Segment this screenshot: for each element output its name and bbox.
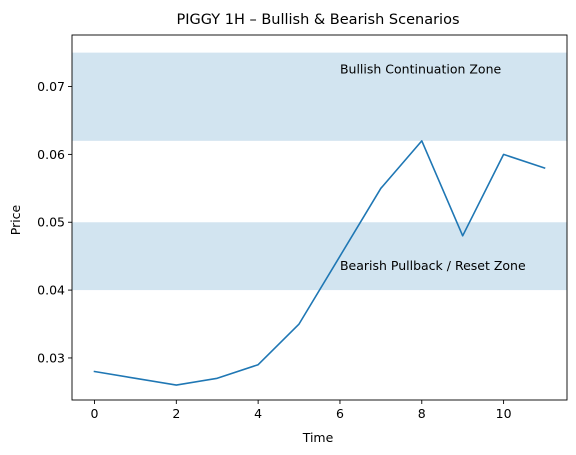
x-tick-label: 6	[336, 406, 344, 421]
y-tick-label: 0.04	[37, 283, 65, 298]
x-tick-label: 4	[254, 406, 262, 421]
x-tick-label: 0	[91, 406, 99, 421]
zone-label-0: Bullish Continuation Zone	[340, 62, 502, 77]
series-layer	[93, 140, 546, 386]
axes-layer	[71, 34, 568, 401]
x-tick-label: 10	[496, 406, 512, 421]
y-tick-label: 0.05	[37, 215, 65, 230]
y-axis-label: Price	[8, 204, 23, 235]
zone-band-1	[72, 222, 567, 291]
zone-band-0	[72, 52, 567, 141]
series-line-0	[93, 140, 546, 386]
zone-label-1: Bearish Pullback / Reset Zone	[340, 258, 526, 273]
annotations-layer: Bullish Continuation Zone Bearish Pullbac…	[340, 62, 526, 273]
x-tick-label: 8	[418, 406, 426, 421]
y-tick-label: 0.07	[37, 79, 65, 94]
zones-layer	[72, 52, 567, 291]
x-axis-label: Time	[302, 430, 334, 445]
y-tick-label: 0.03	[37, 350, 65, 365]
chart-title: PIGGY 1H – Bullish & Bearish Scenarios	[176, 12, 459, 28]
x-tick-label: 2	[172, 406, 180, 421]
y-tick-label: 0.06	[37, 147, 65, 162]
plot-frame	[71, 34, 568, 401]
ticks-layer: 0 2 4 6 8 10 0.03 0.04 0.05 0.06 0.07	[37, 79, 511, 421]
